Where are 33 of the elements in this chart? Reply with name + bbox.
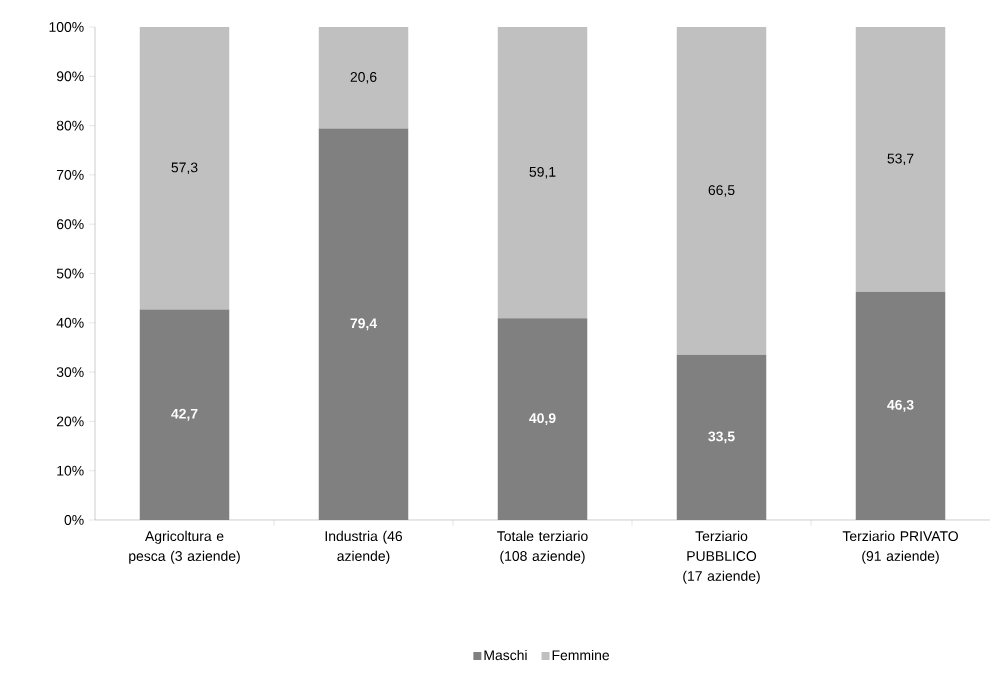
bar bbox=[676, 26, 767, 355]
bar bbox=[318, 26, 409, 129]
data-label: 46,3 bbox=[887, 399, 914, 412]
x-tick-label: Terziario PRIVATO (91 aziende) bbox=[842, 530, 958, 564]
bar bbox=[855, 26, 946, 292]
data-label: 33,5 bbox=[708, 431, 735, 444]
x-tick-label: Industria (46 aziende) bbox=[325, 530, 403, 564]
data-label: 66,5 bbox=[708, 185, 735, 197]
y-tick-label: 100% bbox=[49, 22, 84, 32]
data-label: 20,6 bbox=[350, 71, 377, 84]
y-tick-label: 70% bbox=[56, 169, 84, 180]
x-tick-label: Terziario PUBBLICO (17 aziende) bbox=[683, 530, 760, 584]
y-tick-label: 0% bbox=[64, 515, 84, 525]
y-tick-label: 80% bbox=[56, 120, 84, 131]
y-tick-label: 10% bbox=[57, 465, 84, 476]
y-tick-label: 30% bbox=[56, 367, 84, 378]
y-tick-label: 20% bbox=[56, 416, 84, 427]
data-label: 40,9 bbox=[529, 413, 556, 426]
y-tick-label: 50% bbox=[56, 268, 84, 279]
data-label: 42,7 bbox=[171, 408, 198, 421]
legend-label: Maschi bbox=[484, 649, 527, 661]
data-label: 59,1 bbox=[529, 166, 556, 179]
y-tick-label: 40% bbox=[56, 317, 84, 328]
x-tick-label: Agricoltura e pesca (3 aziende) bbox=[129, 530, 240, 564]
x-tick-label: Totale terziario (108 aziende) bbox=[497, 530, 588, 564]
y-tick-label: 90% bbox=[56, 71, 84, 82]
bar bbox=[497, 26, 588, 319]
legend-label: Femmine bbox=[552, 649, 610, 661]
bar bbox=[139, 26, 230, 310]
y-tick-label: 60% bbox=[56, 219, 84, 230]
data-label: 79,4 bbox=[350, 318, 378, 331]
data-label: 57,3 bbox=[171, 162, 198, 174]
data-label: 53,7 bbox=[887, 153, 914, 166]
